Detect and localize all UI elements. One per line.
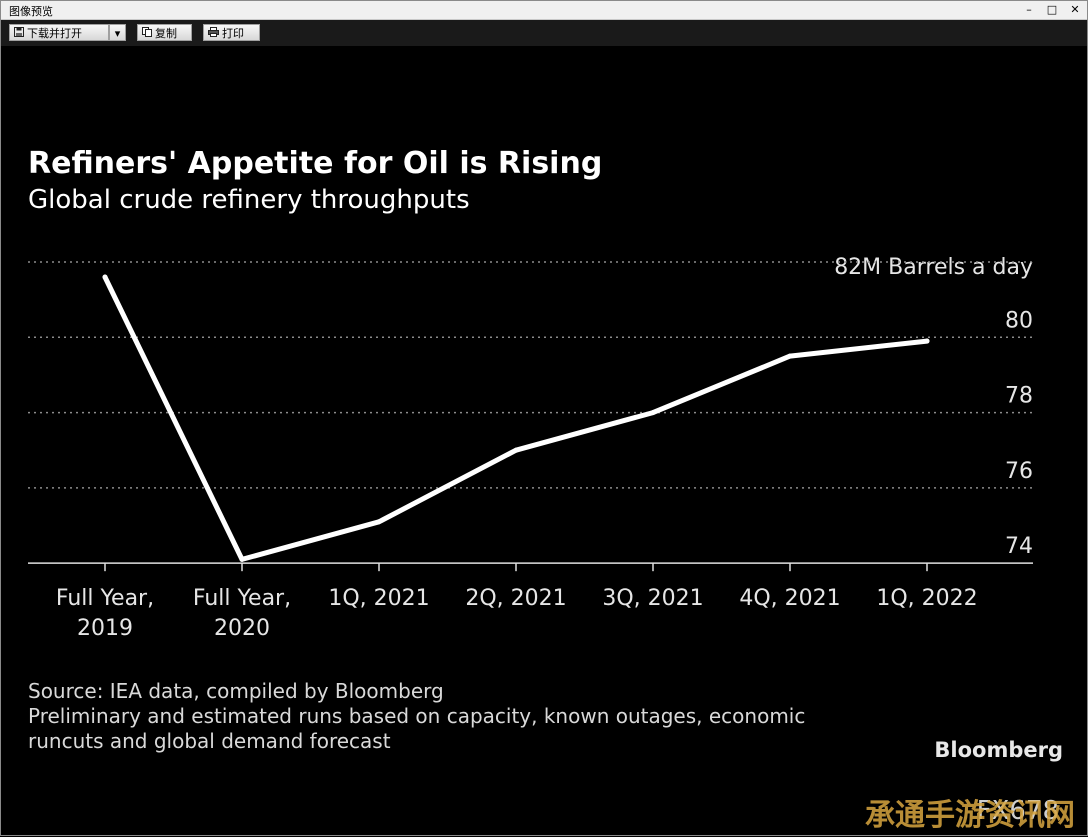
close-button[interactable]: ✕ <box>1070 3 1080 16</box>
download-open-button[interactable]: 下载并打开 <box>9 24 109 41</box>
source-line-3: runcuts and global demand forecast <box>28 729 391 753</box>
data-point <box>513 447 519 453</box>
data-point <box>787 353 793 359</box>
print-button[interactable]: 打印 <box>203 24 260 41</box>
unit-label: 82M Barrels a day <box>834 255 1033 280</box>
print-label: 打印 <box>222 27 244 40</box>
x-tick-label: 3Q, 2021 <box>602 586 703 611</box>
gridlines <box>28 261 1033 489</box>
copy-button[interactable]: 复制 <box>137 24 192 41</box>
chart-title: Refiners' Appetite for Oil is Rising <box>28 146 602 181</box>
toolbar: 下载并打开 ▾ 复制 打印 <box>1 20 1087 46</box>
data-point <box>924 338 930 344</box>
series-line <box>102 274 930 562</box>
bloomberg-logo: Bloomberg <box>934 738 1063 762</box>
x-tick-label: Full Year, <box>193 586 291 611</box>
minimize-button[interactable]: – <box>1026 3 1032 16</box>
source-line-1: Source: IEA data, compiled by Bloomberg <box>28 679 444 703</box>
line-chart: Refiners' Appetite for Oil is Rising Glo… <box>28 146 1075 833</box>
x-tick-label: 4Q, 2021 <box>739 586 840 611</box>
copy-label: 复制 <box>155 27 177 40</box>
x-tick-label: Full Year, <box>56 586 154 611</box>
x-tick-label: 2Q, 2021 <box>465 586 566 611</box>
x-tick-label: 2020 <box>214 616 270 641</box>
chart-subtitle: Global crude refinery throughputs <box>28 185 470 215</box>
x-tick-label: 1Q, 2021 <box>328 586 429 611</box>
chevron-down-icon: ▾ <box>114 27 121 40</box>
y-tick-label: 74 <box>1005 534 1033 559</box>
source-line-2: Preliminary and estimated runs based on … <box>28 704 805 728</box>
image-canvas: Refiners' Appetite for Oil is Rising Glo… <box>3 47 1085 833</box>
copy-icon <box>142 26 152 43</box>
x-tick-label: 2019 <box>77 616 133 641</box>
y-tick-label: 80 <box>1005 308 1033 333</box>
watermark: 承通手游资讯网 <box>865 798 1075 833</box>
window-title: 图像预览 <box>9 5 53 18</box>
dropdown-arrow-button[interactable]: ▾ <box>109 24 126 41</box>
x-tick-label: 1Q, 2022 <box>876 586 977 611</box>
data-point <box>239 556 245 562</box>
data-point <box>102 274 108 280</box>
y-tick-label: 76 <box>1005 459 1033 484</box>
floppy-icon <box>14 26 24 43</box>
data-point <box>376 519 382 525</box>
download-open-label: 下载并打开 <box>27 27 82 40</box>
data-point <box>650 410 656 416</box>
y-tick-labels: 74 76 78 80 <box>1005 308 1033 559</box>
title-bar: 图像预览 – □ ✕ <box>1 1 1087 20</box>
fx678-code: FX678 <box>977 796 1059 826</box>
x-ticks: Full Year, 2019 Full Year, 2020 1Q, 2021 2Q, … <box>56 563 978 641</box>
maximize-button[interactable]: □ <box>1046 3 1058 16</box>
printer-icon <box>208 26 219 43</box>
y-tick-label: 78 <box>1005 384 1033 409</box>
